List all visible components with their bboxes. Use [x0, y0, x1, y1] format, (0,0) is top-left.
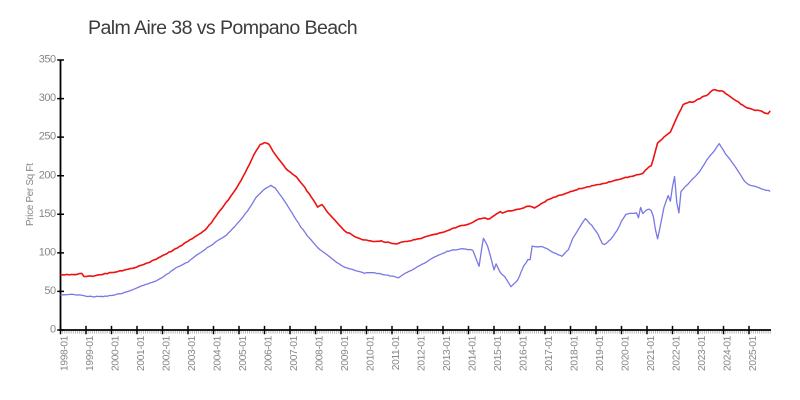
svg-text:2023-01: 2023-01 [697, 335, 708, 371]
svg-text:2003-01: 2003-01 [187, 335, 198, 371]
svg-text:2016-01: 2016-01 [519, 335, 530, 371]
svg-text:100: 100 [39, 247, 56, 259]
svg-text:2004-01: 2004-01 [213, 335, 224, 371]
svg-text:2017-01: 2017-01 [544, 335, 555, 371]
svg-text:2014-01: 2014-01 [468, 335, 479, 371]
svg-text:0: 0 [50, 324, 56, 336]
svg-text:2007-01: 2007-01 [289, 335, 300, 371]
svg-text:2012-01: 2012-01 [417, 335, 428, 371]
svg-text:2010-01: 2010-01 [366, 335, 377, 371]
svg-text:2024-01: 2024-01 [723, 335, 734, 371]
svg-text:2015-01: 2015-01 [493, 335, 504, 371]
svg-text:2000-01: 2000-01 [111, 335, 122, 371]
svg-text:150: 150 [39, 208, 56, 220]
svg-text:2005-01: 2005-01 [238, 335, 249, 371]
svg-text:350: 350 [39, 54, 56, 66]
svg-text:2018-01: 2018-01 [570, 335, 581, 371]
svg-text:1998-01: 1998-01 [60, 335, 71, 371]
svg-text:2021-01: 2021-01 [646, 335, 657, 371]
svg-text:2011-01: 2011-01 [391, 335, 402, 370]
svg-text:2019-01: 2019-01 [595, 335, 606, 371]
svg-text:1999-01: 1999-01 [85, 335, 96, 371]
svg-text:2022-01: 2022-01 [672, 335, 683, 371]
svg-text:2020-01: 2020-01 [621, 335, 632, 371]
svg-text:2006-01: 2006-01 [264, 335, 275, 371]
svg-text:2025-01: 2025-01 [748, 335, 759, 371]
svg-text:300: 300 [39, 92, 56, 104]
svg-text:250: 250 [39, 131, 56, 143]
svg-text:2013-01: 2013-01 [442, 335, 453, 371]
svg-text:Price Per Sq Ft: Price Per Sq Ft [25, 163, 36, 226]
svg-text:2009-01: 2009-01 [340, 335, 351, 371]
svg-text:2001-01: 2001-01 [136, 335, 147, 371]
svg-text:50: 50 [44, 285, 56, 297]
svg-text:200: 200 [39, 169, 56, 181]
svg-text:2008-01: 2008-01 [315, 335, 326, 371]
svg-text:2002-01: 2002-01 [162, 335, 173, 371]
